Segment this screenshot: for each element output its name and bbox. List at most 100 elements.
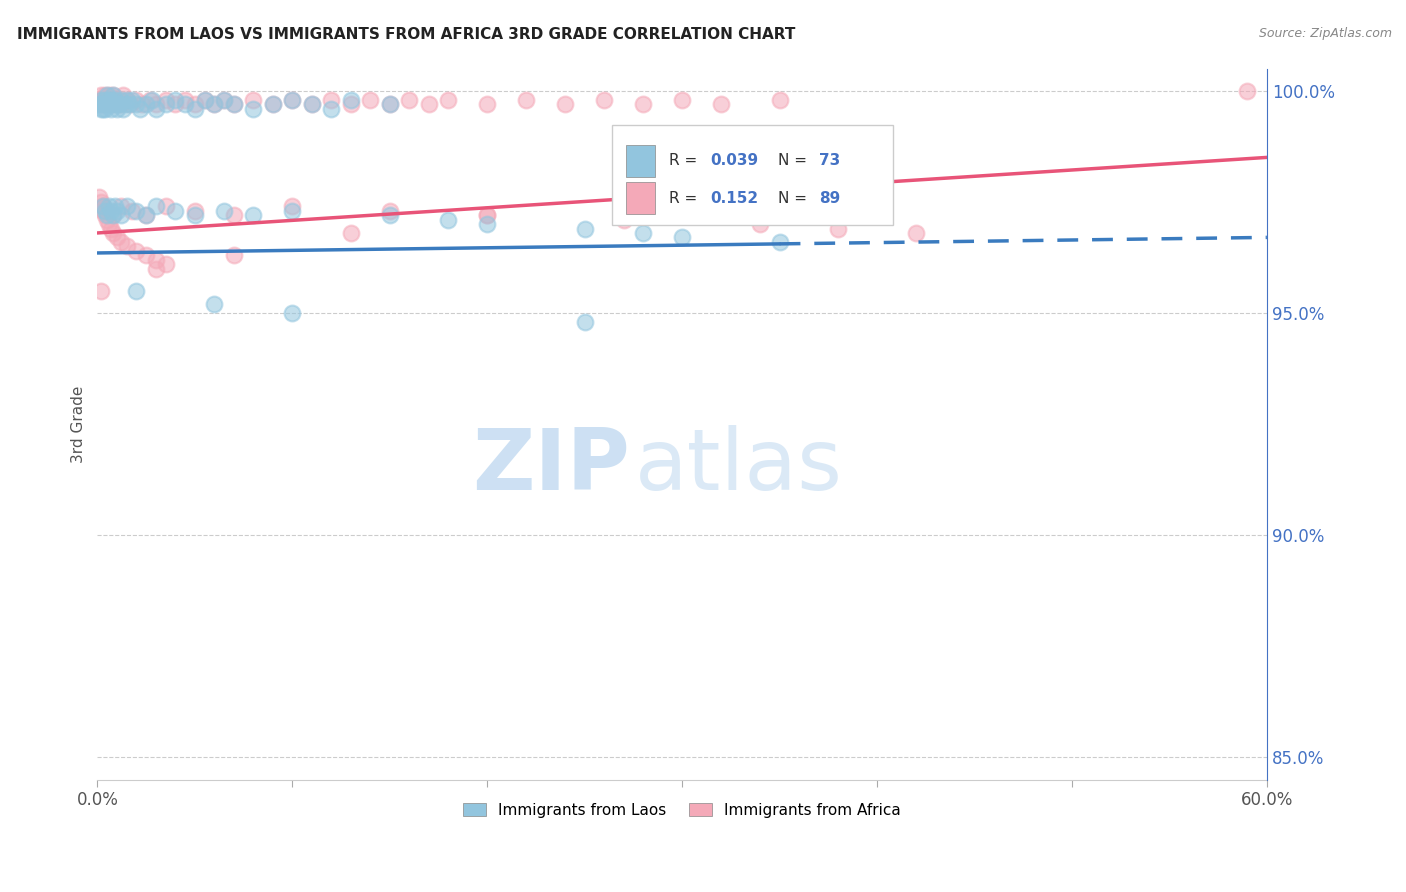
Point xyxy=(184,208,207,222)
Bar xyxy=(626,182,655,214)
Point xyxy=(101,88,124,103)
Point xyxy=(184,102,207,116)
Point xyxy=(89,93,111,107)
Point xyxy=(135,208,157,222)
Point xyxy=(91,97,114,112)
Point xyxy=(174,93,197,107)
Point xyxy=(281,306,304,320)
Point xyxy=(155,257,177,271)
Point xyxy=(262,97,284,112)
Point xyxy=(281,203,304,218)
Point xyxy=(110,235,132,249)
Bar xyxy=(626,145,655,177)
Text: atlas: atlas xyxy=(636,425,844,508)
Point xyxy=(114,97,136,112)
Point xyxy=(378,208,401,222)
Point xyxy=(94,102,117,116)
Text: IMMIGRANTS FROM LAOS VS IMMIGRANTS FROM AFRICA 3RD GRADE CORRELATION CHART: IMMIGRANTS FROM LAOS VS IMMIGRANTS FROM … xyxy=(17,27,796,42)
Point xyxy=(437,93,460,107)
Point xyxy=(105,203,128,218)
Text: 73: 73 xyxy=(818,153,841,168)
Point xyxy=(165,93,187,107)
Point xyxy=(110,97,132,112)
Point xyxy=(101,208,124,222)
Point xyxy=(193,93,215,107)
Point xyxy=(110,199,132,213)
Point xyxy=(115,93,138,107)
Point xyxy=(107,97,129,112)
Point xyxy=(477,208,499,222)
Point xyxy=(321,93,343,107)
Point xyxy=(121,93,143,107)
Point xyxy=(125,284,148,298)
Point xyxy=(90,102,112,116)
Point xyxy=(104,93,127,107)
Text: Source: ZipAtlas.com: Source: ZipAtlas.com xyxy=(1258,27,1392,40)
Point xyxy=(91,97,114,112)
Point xyxy=(212,93,235,107)
Point xyxy=(110,93,132,107)
Point xyxy=(174,97,197,112)
Point xyxy=(905,226,928,240)
Point xyxy=(115,239,138,253)
Point xyxy=(94,93,117,107)
Point xyxy=(768,235,790,249)
Point xyxy=(111,102,134,116)
Point xyxy=(135,208,157,222)
Text: N =: N = xyxy=(778,153,811,168)
Point xyxy=(90,93,112,107)
Point xyxy=(96,88,118,103)
Point xyxy=(94,203,117,218)
Point xyxy=(155,199,177,213)
Point xyxy=(593,93,616,107)
Legend: Immigrants from Laos, Immigrants from Africa: Immigrants from Laos, Immigrants from Af… xyxy=(456,795,908,825)
Point xyxy=(141,93,163,107)
Point xyxy=(398,93,420,107)
Point xyxy=(202,97,225,112)
Point xyxy=(91,203,114,218)
Point xyxy=(145,97,167,112)
Point xyxy=(91,199,114,213)
Point xyxy=(212,203,235,218)
Point xyxy=(631,226,654,240)
Point xyxy=(100,102,122,116)
Point xyxy=(125,203,148,218)
Point xyxy=(631,97,654,112)
Point xyxy=(110,208,132,222)
Point xyxy=(145,252,167,267)
Point xyxy=(98,217,121,231)
Point xyxy=(94,93,117,107)
Text: R =: R = xyxy=(669,191,707,206)
Point xyxy=(90,88,112,103)
Point xyxy=(105,230,128,244)
Point xyxy=(96,203,118,218)
Point xyxy=(98,199,121,213)
Point xyxy=(184,203,207,218)
Point xyxy=(202,97,225,112)
Point xyxy=(359,93,381,107)
Point xyxy=(193,93,215,107)
Point xyxy=(115,199,138,213)
Point xyxy=(101,88,124,103)
Point xyxy=(281,93,304,107)
Point xyxy=(165,97,187,112)
Point xyxy=(281,93,304,107)
Point xyxy=(117,97,139,112)
Point xyxy=(90,284,112,298)
Point xyxy=(477,97,499,112)
Point xyxy=(165,203,187,218)
Point xyxy=(91,199,114,213)
Point xyxy=(222,97,245,112)
Point xyxy=(710,97,733,112)
Point xyxy=(96,212,118,227)
Point xyxy=(554,97,576,112)
Point xyxy=(671,230,693,244)
Point xyxy=(281,199,304,213)
Point xyxy=(222,248,245,262)
Point xyxy=(96,208,118,222)
Point xyxy=(155,97,177,112)
Point xyxy=(768,93,790,107)
Point xyxy=(96,97,118,112)
Text: R =: R = xyxy=(669,153,703,168)
Point xyxy=(418,97,440,112)
